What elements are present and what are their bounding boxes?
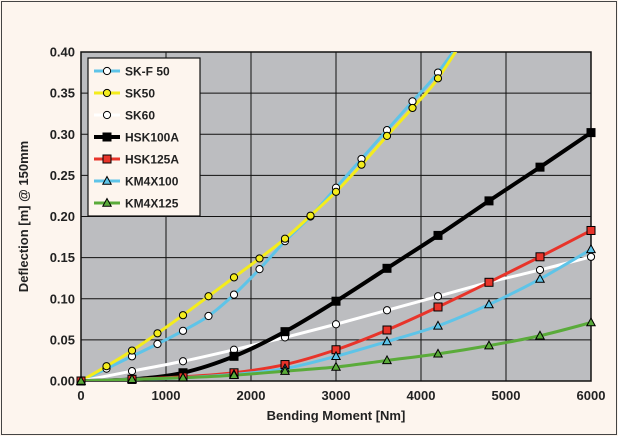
data-point	[535, 265, 545, 275]
y-tick-label: 0.25	[50, 168, 75, 183]
legend-marker	[102, 154, 112, 164]
data-point	[433, 230, 443, 240]
data-point	[408, 103, 417, 113]
data-point	[586, 128, 596, 138]
data-point	[484, 277, 494, 287]
data-point	[586, 225, 596, 235]
data-point	[331, 320, 341, 329]
legend-marker	[101, 175, 113, 185]
data-point	[178, 357, 188, 366]
data-point	[279, 365, 291, 375]
y-tick-label: 0.35	[50, 86, 75, 101]
data-point	[586, 252, 596, 261]
y-tick-label: 0.30	[50, 127, 75, 142]
data-point	[483, 340, 495, 350]
legend-marker	[102, 132, 112, 142]
data-point	[381, 354, 393, 365]
data-point	[75, 375, 87, 385]
y-tick-label: 0.40	[50, 45, 75, 60]
series-line-sk50	[81, 52, 458, 381]
data-point	[204, 292, 213, 301]
data-point	[153, 329, 162, 338]
data-point	[483, 298, 495, 309]
legend-marker	[102, 66, 112, 76]
x-tick-label: 6000	[577, 388, 606, 403]
data-point	[204, 311, 213, 321]
y-axis-label: Deflection [m] @ 150mm	[16, 141, 31, 292]
data-point	[433, 302, 443, 312]
data-point	[382, 325, 392, 335]
data-point	[535, 162, 545, 172]
legend-entry-label: HSK125A	[125, 153, 179, 167]
data-point	[127, 346, 137, 355]
data-point	[229, 290, 239, 299]
data-point	[255, 254, 264, 263]
x-tick-label: 4000	[407, 388, 436, 403]
data-point	[534, 273, 546, 283]
data-point	[330, 350, 342, 361]
data-point	[306, 211, 315, 220]
legend-marker	[102, 110, 112, 120]
data-point	[381, 335, 393, 346]
data-point	[330, 361, 342, 371]
x-axis-label: Bending Moment [Nm]	[267, 408, 406, 423]
x-tick-label: 1000	[152, 388, 181, 403]
data-point	[382, 263, 392, 273]
y-tick-label: 0.00	[50, 374, 75, 389]
data-point	[126, 373, 138, 384]
legend-entry-label: SK60	[125, 109, 155, 123]
data-point	[433, 292, 443, 301]
y-tick-label: 0.15	[50, 250, 75, 265]
legend-entry-label: HSK100A	[125, 131, 179, 145]
legend-entry-label: SK50	[125, 87, 155, 101]
data-point	[357, 160, 366, 169]
legend-entry-label: KM4X100	[125, 175, 179, 189]
data-point	[382, 306, 392, 315]
legend-marker	[101, 197, 113, 207]
data-point	[432, 320, 444, 330]
data-point	[228, 369, 240, 379]
legend-entry-label: SK-F 50	[125, 65, 170, 79]
y-tick-label: 0.05	[50, 332, 75, 347]
x-tick-label: 3000	[322, 388, 351, 403]
data-point	[229, 273, 239, 282]
data-point	[535, 252, 545, 262]
data-point	[255, 265, 264, 274]
data-point	[534, 330, 546, 340]
y-tick-label: 0.10	[50, 291, 75, 306]
data-point	[585, 243, 597, 254]
data-point	[585, 317, 597, 327]
data-point	[331, 187, 341, 196]
data-point	[382, 131, 392, 140]
data-point	[102, 362, 111, 371]
data-point	[433, 74, 443, 83]
data-point	[153, 339, 162, 349]
data-point	[178, 326, 188, 335]
data-point	[484, 196, 494, 206]
data-point	[280, 327, 290, 337]
data-point	[177, 372, 189, 382]
legend-marker	[102, 88, 112, 98]
series-line-sk-f-50	[81, 52, 455, 381]
y-tick-label: 0.20	[50, 209, 75, 224]
data-point	[229, 351, 239, 361]
data-point	[280, 234, 290, 243]
x-tick-label: 5000	[492, 388, 521, 403]
x-tick-label: 2000	[237, 388, 266, 403]
x-tick-label: 0	[77, 388, 84, 403]
data-point	[432, 348, 444, 358]
data-point	[178, 311, 188, 320]
legend-entry-label: KM4X125	[125, 197, 179, 211]
data-point	[331, 296, 341, 306]
data-point	[127, 367, 137, 376]
